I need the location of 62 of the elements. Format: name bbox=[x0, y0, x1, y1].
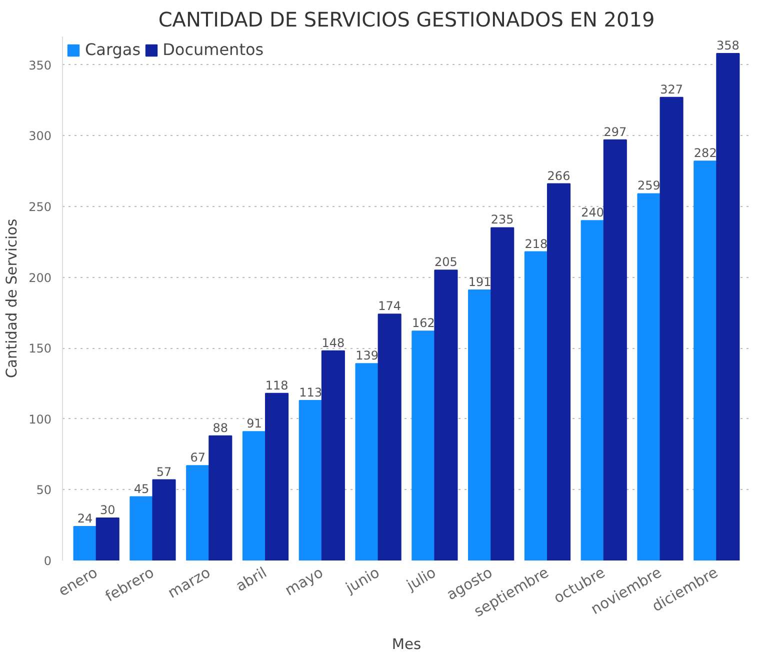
x-tick-label: julio bbox=[403, 564, 439, 595]
data-label: 327 bbox=[660, 82, 684, 96]
bar bbox=[716, 52, 740, 560]
data-label: 24 bbox=[77, 512, 93, 526]
data-label: 191 bbox=[468, 275, 492, 290]
y-tick-label: 100 bbox=[28, 412, 52, 426]
data-label: 297 bbox=[604, 124, 627, 139]
bar bbox=[603, 139, 627, 560]
legend-label: Cargas bbox=[85, 40, 141, 59]
bar bbox=[524, 251, 548, 560]
data-label: 57 bbox=[156, 464, 172, 479]
data-label: 88 bbox=[212, 420, 228, 435]
y-tick-label: 200 bbox=[28, 270, 52, 285]
bar bbox=[242, 431, 266, 560]
data-label: 259 bbox=[638, 178, 660, 193]
data-label: 205 bbox=[434, 255, 458, 270]
data-label: 67 bbox=[190, 450, 206, 465]
data-label: 45 bbox=[134, 482, 150, 496]
data-label: 30 bbox=[100, 503, 116, 518]
data-label: 174 bbox=[378, 299, 402, 314]
bar bbox=[265, 392, 289, 560]
bar bbox=[434, 270, 458, 560]
bar bbox=[321, 350, 345, 560]
data-label: 113 bbox=[299, 385, 322, 400]
data-label: 148 bbox=[322, 336, 345, 350]
data-label: 218 bbox=[524, 236, 548, 251]
bar bbox=[355, 363, 379, 560]
bar bbox=[96, 518, 120, 560]
data-label: 91 bbox=[246, 416, 262, 431]
bar bbox=[580, 220, 604, 560]
bar bbox=[152, 479, 176, 560]
legend-label: Documentos bbox=[162, 40, 264, 59]
data-label: 240 bbox=[581, 206, 604, 220]
bar bbox=[208, 435, 232, 560]
bar bbox=[186, 465, 210, 560]
y-tick-label: 50 bbox=[36, 483, 52, 498]
data-label: 282 bbox=[694, 146, 717, 160]
bar bbox=[73, 526, 97, 560]
bar bbox=[546, 183, 571, 560]
y-tick-label: 0 bbox=[44, 554, 52, 568]
bar bbox=[468, 290, 492, 560]
data-label: 358 bbox=[716, 38, 740, 52]
y-tick-label: 350 bbox=[28, 58, 52, 72]
data-label: 266 bbox=[547, 168, 570, 183]
data-label: 162 bbox=[412, 316, 435, 330]
x-tick-label: abril bbox=[233, 564, 270, 596]
y-tick-label: 150 bbox=[28, 342, 52, 356]
bar bbox=[378, 314, 402, 560]
bar bbox=[490, 227, 514, 560]
data-label: 118 bbox=[265, 378, 288, 392]
bar bbox=[660, 96, 684, 560]
chart-title: CANTIDAD DE SERVICIOS GESTIONADOS EN 2019 bbox=[158, 8, 655, 32]
bar bbox=[637, 193, 661, 560]
y-axis-title: Cantidad de Servicios bbox=[4, 218, 21, 378]
x-axis-title: Mes bbox=[392, 636, 422, 653]
bar bbox=[694, 160, 718, 560]
y-tick-label: 300 bbox=[28, 129, 52, 144]
bar bbox=[412, 330, 436, 560]
bar bbox=[298, 400, 322, 560]
data-label: 235 bbox=[490, 212, 514, 227]
bar bbox=[130, 496, 154, 560]
y-tick-label: 250 bbox=[28, 200, 52, 214]
